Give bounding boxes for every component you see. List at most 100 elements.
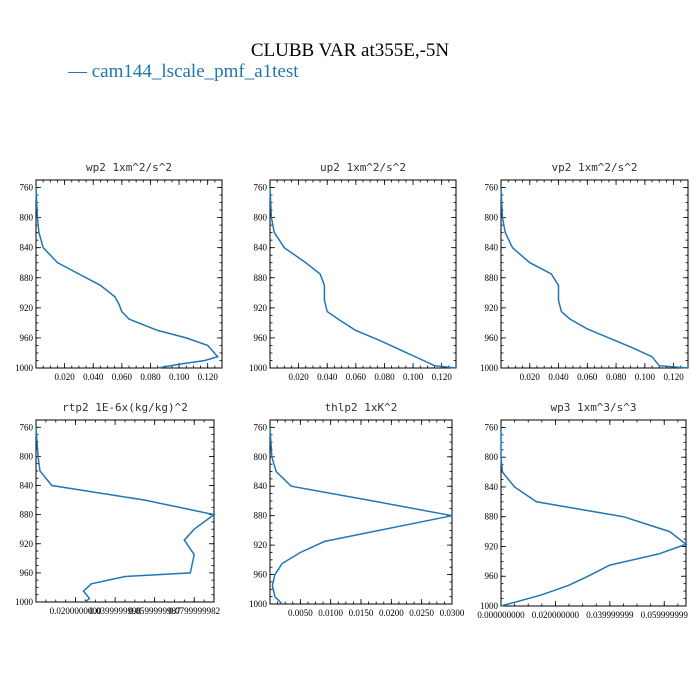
y-tick-label: 800 xyxy=(20,213,34,223)
figure-title: CLUBB VAR at355E,-5N xyxy=(251,40,450,61)
y-tick-label: 920 xyxy=(20,539,34,549)
x-tick-label: 0.120 xyxy=(432,372,453,382)
y-tick-label: 960 xyxy=(20,568,34,578)
plot-frame xyxy=(500,179,689,369)
y-tick-label: 840 xyxy=(485,243,499,253)
plot-frame xyxy=(35,419,215,603)
x-tick-label: 0.0250 xyxy=(409,608,434,618)
y-tick-label: 920 xyxy=(485,303,499,313)
y-tick-label: 960 xyxy=(20,333,34,343)
y-tick-label: 1000 xyxy=(480,601,499,611)
plot-frame xyxy=(269,179,457,369)
y-tick-label: 840 xyxy=(20,481,34,491)
legend-entry: — cam144_lscale_pmf_a1test xyxy=(67,61,299,82)
y-tick-label: 1000 xyxy=(480,363,499,373)
x-tick-label: 0.039999999 xyxy=(586,610,634,620)
plot-frame xyxy=(500,419,687,607)
x-tick-label: 0.0150 xyxy=(349,608,374,618)
y-tick-label: 1000 xyxy=(15,597,34,607)
x-tick-label: 0.060 xyxy=(112,372,133,382)
plot-frame xyxy=(35,179,223,369)
y-tick-label: 760 xyxy=(254,183,268,193)
series-line xyxy=(35,427,216,603)
x-tick-label: 0.120 xyxy=(663,372,684,382)
x-tick-label: 0.0300 xyxy=(440,608,465,618)
panels-group: wp2 1xm^2/s^2 760 800 840 880 920 960 1000 0.020… xyxy=(15,161,689,620)
panel-4: thlp2 1xK^2 760 800 840 880 920 960 1000 0.0050 0… xyxy=(249,401,465,618)
y-tick-label: 840 xyxy=(485,482,499,492)
panel-2: vp2 1xm^2/s^2 760 800 840 880 920 960 1000 0.020… xyxy=(480,161,689,382)
x-tick-label: 0.000000000 xyxy=(477,610,525,620)
y-tick-label: 960 xyxy=(254,333,268,343)
panel-1: up2 1xm^2/s^2 760 800 840 880 920 960 1000 0.020… xyxy=(249,161,457,382)
y-tick-label: 800 xyxy=(20,451,34,461)
y-tick-label: 960 xyxy=(485,333,499,343)
y-tick-label: 880 xyxy=(20,510,34,520)
y-tick-label: 840 xyxy=(20,243,34,253)
panel-title: wp3 1xm^3/s^3 xyxy=(550,401,636,414)
x-tick-label: 0.080 xyxy=(140,372,161,382)
y-tick-label: 1000 xyxy=(249,363,268,373)
x-tick-label: 0.040 xyxy=(548,372,569,382)
legend-dash: — xyxy=(67,61,92,82)
x-tick-label: 0.0399999998 xyxy=(89,606,141,616)
y-tick-label: 920 xyxy=(254,540,268,550)
y-tick-label: 880 xyxy=(485,273,499,283)
x-tick-label: 0.060 xyxy=(346,372,367,382)
y-tick-label: 920 xyxy=(485,541,499,551)
x-tick-label: 0.020 xyxy=(54,372,75,382)
panel-title: vp2 1xm^2/s^2 xyxy=(551,161,637,174)
y-tick-label: 800 xyxy=(485,452,499,462)
x-tick-label: 0.100 xyxy=(635,372,656,382)
legend-label: cam144_lscale_pmf_a1test xyxy=(92,61,300,82)
x-tick-label: 0.0050 xyxy=(288,608,313,618)
y-tick-label: 1000 xyxy=(249,599,268,609)
x-tick-label: 0.080 xyxy=(606,372,627,382)
x-tick-label: 0.0200000000 xyxy=(50,606,102,616)
x-tick-label: 0.040 xyxy=(83,372,104,382)
x-tick-label: 0.0599999987 xyxy=(129,606,181,616)
panel-title: rtp2 1E-6x(kg/kg)^2 xyxy=(62,401,188,414)
y-tick-label: 760 xyxy=(20,183,34,193)
x-tick-label: 0.0200 xyxy=(379,608,404,618)
y-tick-label: 840 xyxy=(254,481,268,491)
y-tick-label: 760 xyxy=(254,422,268,432)
panel-5: wp3 1xm^3/s^3 760 800 840 880 920 960 10000.000… xyxy=(477,401,688,620)
y-tick-label: 880 xyxy=(485,512,499,522)
y-tick-label: 760 xyxy=(485,183,499,193)
panel-0: wp2 1xm^2/s^2 760 800 840 880 920 960 1000 0.020… xyxy=(15,161,223,382)
y-tick-label: 1000 xyxy=(15,363,34,373)
x-tick-label: 0.0799999982 xyxy=(168,606,220,616)
y-tick-label: 880 xyxy=(20,273,34,283)
y-tick-label: 800 xyxy=(485,213,499,223)
x-tick-label: 0.100 xyxy=(403,372,424,382)
x-tick-label: 0.020 xyxy=(520,372,541,382)
series-line xyxy=(500,187,689,369)
series-line xyxy=(35,187,220,369)
series-line xyxy=(269,187,457,369)
x-tick-label: 0.040 xyxy=(317,372,338,382)
x-tick-label: 0.020 xyxy=(288,372,309,382)
series-line xyxy=(269,427,453,605)
x-tick-label: 0.059999999 xyxy=(641,610,689,620)
x-tick-label: 0.060 xyxy=(577,372,598,382)
x-tick-label: 0.020000000 xyxy=(532,610,580,620)
x-tick-label: 0.100 xyxy=(169,372,190,382)
y-tick-label: 920 xyxy=(20,303,34,313)
panel-title: up2 1xm^2/s^2 xyxy=(320,161,406,174)
panel-title: wp2 1xm^2/s^2 xyxy=(86,161,172,174)
y-tick-label: 840 xyxy=(254,243,268,253)
y-tick-label: 960 xyxy=(254,570,268,580)
panel-3: rtp2 1E-6x(kg/kg)^2 760 800 840 880 920 960 100… xyxy=(15,401,220,616)
y-tick-label: 800 xyxy=(254,452,268,462)
y-tick-label: 760 xyxy=(20,422,34,432)
y-tick-label: 760 xyxy=(485,422,499,432)
series-line xyxy=(500,427,688,607)
y-tick-label: 800 xyxy=(254,213,268,223)
x-tick-label: 0.080 xyxy=(374,372,395,382)
x-tick-label: 0.120 xyxy=(198,372,219,382)
plot-frame xyxy=(269,419,453,605)
y-tick-label: 880 xyxy=(254,511,268,521)
y-tick-label: 920 xyxy=(254,303,268,313)
y-tick-label: 880 xyxy=(254,273,268,283)
